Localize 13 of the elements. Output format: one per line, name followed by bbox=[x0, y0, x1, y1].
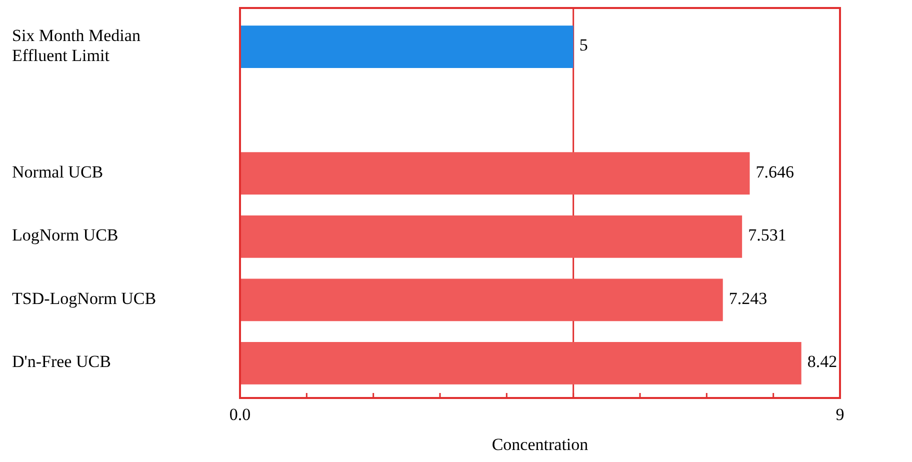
data-label: 8.42 bbox=[807, 352, 838, 372]
y-tick-label: D'n-Free UCB bbox=[12, 352, 111, 372]
data-label: 7.531 bbox=[748, 226, 786, 245]
x-axis-title: Concentration bbox=[492, 435, 589, 454]
data-label: 7.243 bbox=[728, 288, 768, 308]
x-tick-label: 9 bbox=[836, 405, 844, 424]
y-tick-label: Six Month Median Effluent Limit bbox=[12, 26, 141, 65]
y-tick-label: LogNorm UCB bbox=[12, 226, 118, 245]
y-tick-label: Normal UCB bbox=[12, 162, 104, 182]
x-tick-label: 0.0 bbox=[229, 405, 251, 424]
y-tick-label: TSD-LogNorm UCB bbox=[12, 288, 156, 308]
data-label: 7.646 bbox=[756, 162, 794, 182]
data-label: 5 bbox=[579, 36, 588, 55]
